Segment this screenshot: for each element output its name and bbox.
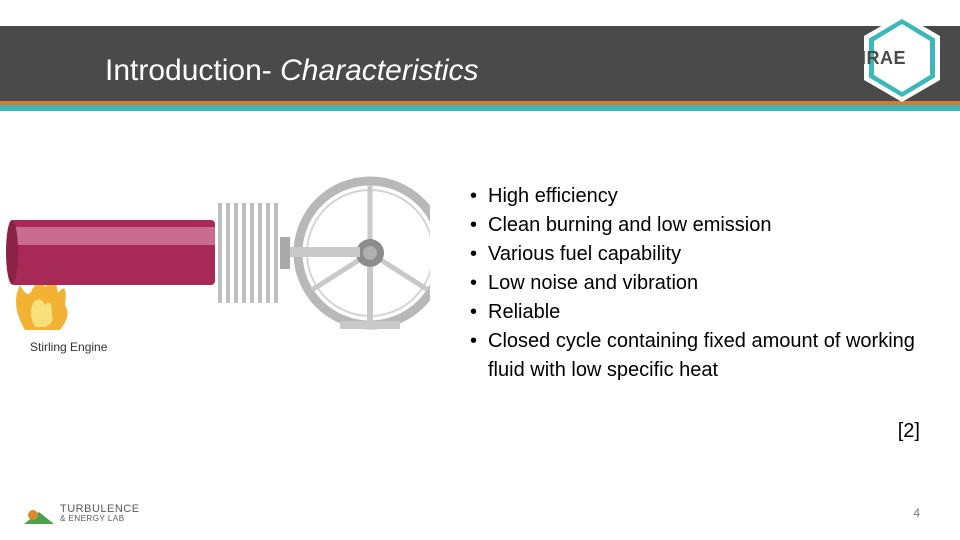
list-item: •Various fuel capability: [470, 240, 940, 269]
ashrae-logo: ASHRAE: [834, 16, 944, 96]
bullet-text: High efficiency: [488, 182, 618, 211]
list-item: •Closed cycle containing fixed amount of…: [470, 327, 940, 385]
characteristics-list: •High efficiency •Clean burning and low …: [470, 182, 940, 385]
lab-logo-text: TURBULENCE & ENERGY LAB: [60, 503, 140, 524]
cooling-fins: [218, 203, 278, 303]
title-prefix: Introduction-: [105, 54, 280, 87]
page-number: 4: [913, 506, 920, 520]
accent-stripe-teal: [0, 105, 960, 111]
list-item: •Reliable: [470, 298, 940, 327]
lab-logo-icon: [24, 502, 54, 524]
citation-ref: [2]: [898, 420, 920, 443]
stirling-engine-figure: [0, 175, 430, 335]
bullet-text: Reliable: [488, 298, 560, 327]
list-item: •Low noise and vibration: [470, 269, 940, 298]
title-emphasis: Characteristics: [280, 54, 478, 87]
stirling-engine-illustration: [0, 175, 430, 335]
bullet-text: Closed cycle containing fixed amount of …: [488, 327, 940, 385]
footer-lab-logo: TURBULENCE & ENERGY LAB: [24, 502, 140, 524]
engine-base: [340, 321, 400, 329]
list-item: •High efficiency: [470, 182, 940, 211]
bullet-text: Various fuel capability: [488, 240, 681, 269]
list-item: •Clean burning and low emission: [470, 211, 940, 240]
flame-icon: [16, 280, 68, 330]
engine-cylinder: [6, 220, 215, 285]
figure-caption: Stirling Engine: [30, 340, 107, 354]
ashrae-wordmark: ASHRAE: [827, 48, 906, 69]
bullet-text: Low noise and vibration: [488, 269, 698, 298]
bullet-text: Clean burning and low emission: [488, 211, 772, 240]
slide-title: Introduction- Characteristics: [105, 54, 478, 88]
lab-name-line1: TURBULENCE: [60, 503, 140, 515]
lab-name-line2: & ENERGY LAB: [60, 515, 140, 524]
